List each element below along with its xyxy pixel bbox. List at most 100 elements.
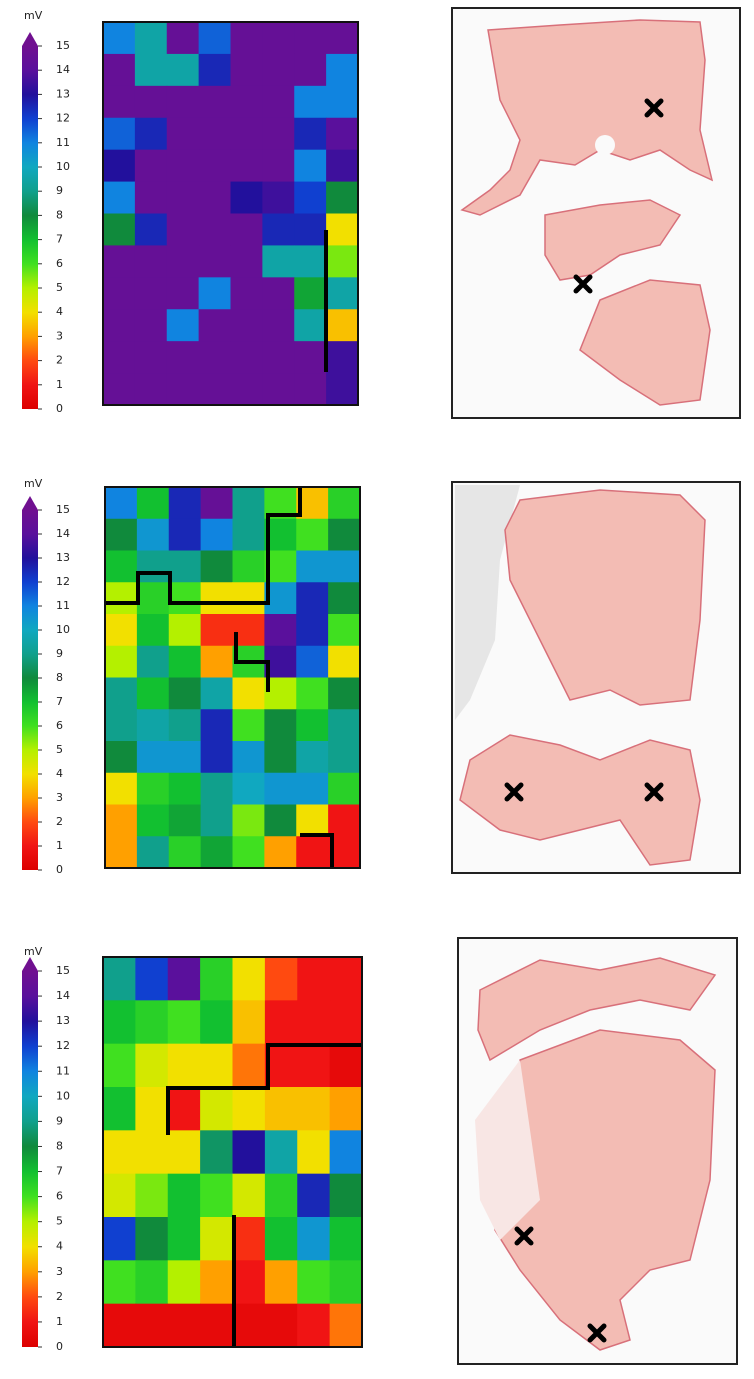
colorbar-tick-label: 11	[56, 136, 70, 149]
heatmap-cell	[198, 22, 231, 55]
heatmap-cell	[166, 181, 200, 214]
heatmap-cell	[198, 85, 231, 119]
heatmap-cell	[105, 804, 138, 837]
heatmap-cell	[167, 1260, 201, 1305]
colorbar-tick-label: 1	[56, 839, 63, 852]
heatmap-cell	[264, 1260, 298, 1305]
heatmap-cell	[264, 772, 297, 805]
heatmap-cell	[135, 1303, 169, 1348]
heatmap-cell	[168, 582, 202, 615]
heatmap-cell	[232, 518, 265, 551]
heatmap-cell	[296, 582, 329, 615]
colorbar-tick-label: 0	[56, 402, 63, 415]
heatmap-cell	[136, 741, 170, 774]
heatmap-cell	[294, 277, 327, 310]
colorbar-tick-label: 12	[56, 1039, 70, 1052]
colorbar-tick-label: 5	[56, 743, 63, 756]
colorbar-tick-label: 15	[56, 503, 70, 516]
heatmap-cell	[134, 373, 168, 406]
heatmap-cell	[200, 677, 233, 710]
colorbar-tick-label: 4	[56, 305, 63, 318]
heatmap-frame	[102, 956, 363, 1348]
heatmap-cell	[136, 836, 170, 869]
heatmap-cell	[232, 1217, 266, 1261]
colorbar-tick-label: 1	[56, 1315, 63, 1328]
heatmap-cell	[103, 341, 136, 374]
heatmap-cell	[262, 149, 295, 183]
heatmap-cell	[167, 1000, 201, 1045]
heatmap-cell	[232, 677, 265, 710]
heatmap-cell	[167, 957, 201, 1001]
heatmap-cell	[296, 772, 329, 805]
heatmap-cell	[230, 117, 263, 151]
heatmap-cell	[198, 213, 231, 246]
heatmap-cell	[103, 957, 136, 1001]
heatmap-cell	[296, 614, 329, 647]
heatmap-cell	[105, 487, 138, 520]
heatmap-cell	[200, 1303, 233, 1348]
heatmap-cell	[198, 309, 231, 342]
heatmap-cell	[168, 836, 202, 869]
heatmap-cell	[232, 487, 265, 520]
heatmap-cell	[198, 149, 231, 183]
heatmap-cell	[328, 582, 361, 615]
colorbar-tick-label: 9	[56, 184, 63, 197]
heatmap-cell	[328, 741, 361, 774]
heatmap-cell	[297, 1130, 331, 1175]
colorbar-tick-label: 14	[56, 527, 70, 540]
heatmap-cell	[134, 149, 168, 183]
heatmap-cell	[230, 245, 263, 278]
heatmap-cell	[200, 804, 233, 837]
heatmap-frame	[102, 21, 359, 406]
heatmap-cell	[135, 1087, 169, 1131]
heatmap-cell	[167, 1303, 201, 1348]
heatmap-cell	[166, 22, 200, 55]
heatmap-cell	[168, 645, 202, 678]
heatmap-cell	[136, 645, 170, 678]
heatmap-cell	[166, 213, 200, 246]
heatmap-cell	[198, 181, 231, 214]
heatmap-cell	[297, 1000, 331, 1045]
heatmap-cell	[232, 957, 266, 1001]
heatmap-cell	[200, 1260, 233, 1305]
heatmap-cell	[232, 1303, 266, 1348]
colorbar-extend	[22, 957, 38, 971]
heatmap-cell	[134, 277, 168, 310]
heatmap-cell	[135, 1000, 169, 1045]
heatmap-cell	[103, 1303, 136, 1348]
colorbar-tick-label: 14	[56, 63, 70, 76]
heatmap-cell	[328, 772, 361, 805]
colorbar-tick-label: 8	[56, 208, 63, 221]
heatmap-cell	[134, 85, 168, 119]
heatmap-cell	[198, 53, 231, 87]
heatmap-cell	[103, 22, 136, 55]
heatmap-cell	[232, 1000, 266, 1045]
colorbar-tick-label: 3	[56, 1265, 63, 1278]
heatmap-cell	[328, 518, 361, 551]
colorbar-tick-label: 0	[56, 863, 63, 876]
heatmap-cell	[296, 677, 329, 710]
heatmap-cell	[328, 645, 361, 678]
heatmap-cell	[329, 1043, 363, 1088]
heatmap-cell	[296, 836, 329, 869]
heatmap-cell	[105, 518, 138, 551]
heatmap-cell	[326, 309, 359, 342]
colorbar-tick-label: 12	[56, 575, 70, 588]
heatmap-cell	[329, 1087, 363, 1131]
heatmap-cell	[264, 1043, 298, 1088]
heatmap-cell	[262, 22, 295, 55]
heatmap-cell	[262, 213, 295, 246]
histology-3	[457, 937, 738, 1365]
colorbar-extend	[22, 32, 38, 46]
histology-1	[451, 7, 741, 419]
heatmap-cell	[103, 1260, 136, 1305]
colorbar	[22, 510, 38, 870]
heatmap-cell	[200, 836, 233, 869]
heatmap-cell	[294, 341, 327, 374]
heatmap-cell	[105, 836, 138, 869]
heatmap-cell	[134, 309, 168, 342]
heatmap-cell	[294, 117, 327, 151]
heatmap-cell	[264, 1303, 298, 1348]
heatmap-cell	[297, 1043, 331, 1088]
